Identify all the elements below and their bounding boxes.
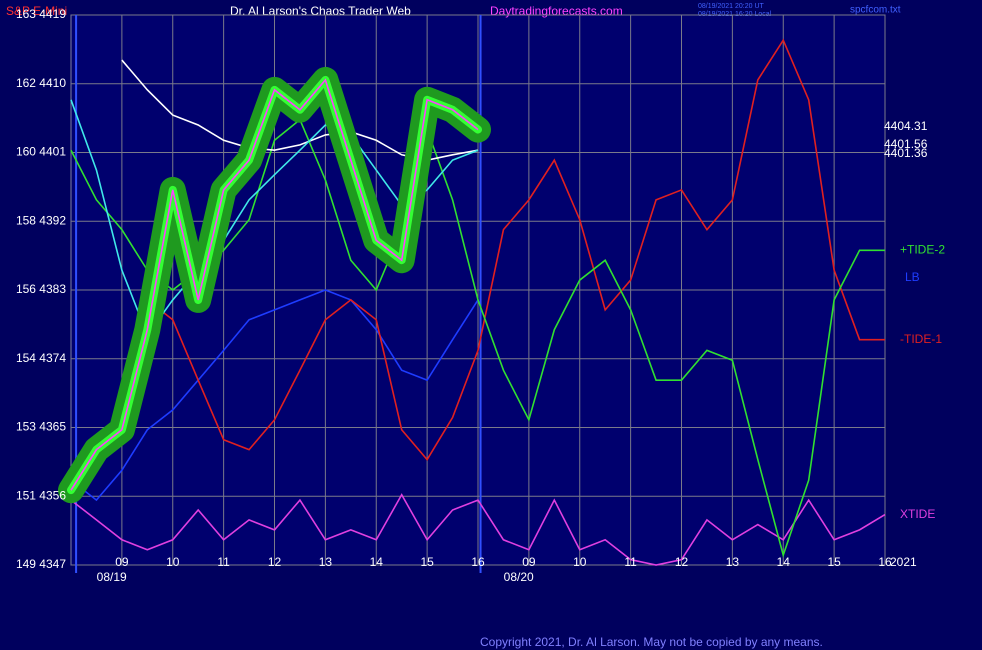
x-tick-label: 09 (115, 555, 129, 569)
date-label: 08/20 (504, 570, 534, 584)
y-tick-label: 163 4419 (16, 7, 66, 21)
grid (71, 14, 886, 573)
y-tick-label: 149 4347 (16, 557, 66, 571)
x-tick-label: 16 (471, 555, 485, 569)
timestamp: 08/19/2021 20:20 UT (698, 3, 764, 10)
series-line (70, 289, 479, 502)
y-tick-label: 158 4392 (16, 213, 66, 227)
y-tick-label: 151 4356 (16, 488, 66, 502)
chart-subtitle: Dr. Al Larson's Chaos Trader Web (230, 4, 411, 18)
website: Daytradingforecasts.com (490, 4, 623, 18)
legend-label: XTIDE (900, 507, 935, 521)
series-lines (58, 38, 886, 566)
end-value-label: 4404.31 (884, 119, 928, 133)
year-label: 2021 (890, 555, 917, 569)
x-tick-label: 10 (166, 555, 180, 569)
legend-label: +TIDE-2 (900, 242, 945, 256)
copyright: Copyright 2021, Dr. Al Larson. May not b… (480, 635, 823, 649)
x-tick-label: 12 (268, 555, 282, 569)
filename: spcfcom.txt (850, 5, 901, 16)
series-line (70, 78, 479, 491)
y-tick-label: 154 4374 (16, 351, 66, 365)
x-tick-label: 11 (624, 555, 637, 569)
series-line (70, 493, 886, 566)
x-tick-label: 14 (777, 555, 791, 569)
end-value-label: 4401.56 (884, 137, 928, 151)
y-tick-label: 160 4401 (16, 145, 66, 159)
end-value-label: 4401.36 (884, 146, 928, 160)
x-tick-label: 11 (217, 555, 230, 569)
legend-label: -TIDE-1 (900, 332, 942, 346)
chart-title: S&P E-Mini (6, 4, 67, 18)
timestamp: 08/19/2021 16:20 Local (698, 11, 772, 18)
series-line (146, 38, 885, 461)
x-tick-label: 14 (370, 555, 384, 569)
date-label: 08/19 (97, 570, 127, 584)
x-tick-label: 16 (878, 555, 892, 569)
x-tick-label: 13 (726, 555, 740, 569)
y-tick-label: 162 4410 (16, 76, 66, 90)
x-tick-label: 12 (675, 555, 689, 569)
x-tick-label: 13 (319, 555, 333, 569)
x-tick-label: 15 (827, 555, 841, 569)
x-tick-label: 10 (573, 555, 587, 569)
y-tick-label: 153 4365 (16, 420, 66, 434)
legend-label: LB (905, 270, 920, 284)
x-tick-label: 09 (522, 555, 536, 569)
y-tick-label: 156 4383 (16, 282, 66, 296)
x-tick-label: 15 (420, 555, 434, 569)
